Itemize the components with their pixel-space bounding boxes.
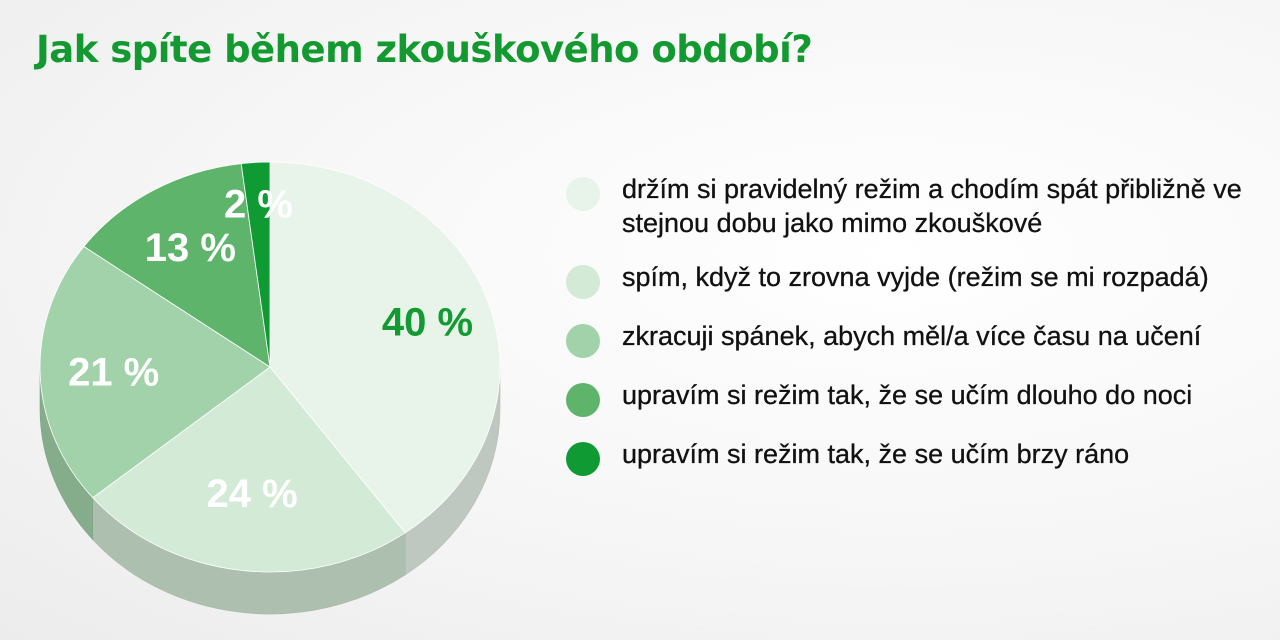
pie-value-label: 24 % [207, 472, 298, 516]
legend-item: upravím si režim tak, že se učím brzy rá… [566, 437, 1266, 476]
pie-value-label: 40 % [382, 300, 473, 344]
legend-swatch [566, 265, 600, 299]
pie-slice [269, 161, 501, 534]
legend-swatch [566, 383, 600, 417]
pie-value-label: 21 % [68, 350, 159, 394]
pie-slice [92, 366, 406, 573]
pie-slice [83, 163, 271, 368]
legend-label: zkracuji spánek, abych měl/a více času n… [622, 321, 1202, 351]
pie-value-label: 2 % [224, 182, 293, 226]
legend-label: upravím si režim tak, že se učím brzy rá… [622, 439, 1130, 469]
legend-label: upravím si režim tak, že se učím dlouho … [622, 380, 1193, 410]
pie-chart: 40 % 24 % 21 % 13 %2 % [39, 161, 501, 615]
legend-label: držím si pravidelný režim a chodím spát … [622, 174, 1242, 238]
legend-swatch [566, 324, 600, 358]
legend-item: držím si pravidelný režim a chodím spát … [566, 172, 1266, 240]
pie-slice [39, 245, 271, 499]
chart-title: Jak spíte během zkouškového období? [36, 28, 813, 71]
legend: držím si pravidelný režim a chodím spát … [566, 172, 1266, 496]
legend-item: upravím si režim tak, že se učím dlouho … [566, 378, 1266, 417]
legend-item: zkracuji spánek, abych měl/a více času n… [566, 319, 1266, 358]
pie-value-label: 13 % [145, 226, 236, 270]
pie-slice [240, 161, 271, 368]
legend-swatch [566, 177, 600, 211]
legend-label: spím, když to zrovna vyjde (režim se mi … [622, 262, 1209, 292]
legend-swatch [566, 442, 600, 476]
legend-item: spím, když to zrovna vyjde (režim se mi … [566, 260, 1266, 299]
